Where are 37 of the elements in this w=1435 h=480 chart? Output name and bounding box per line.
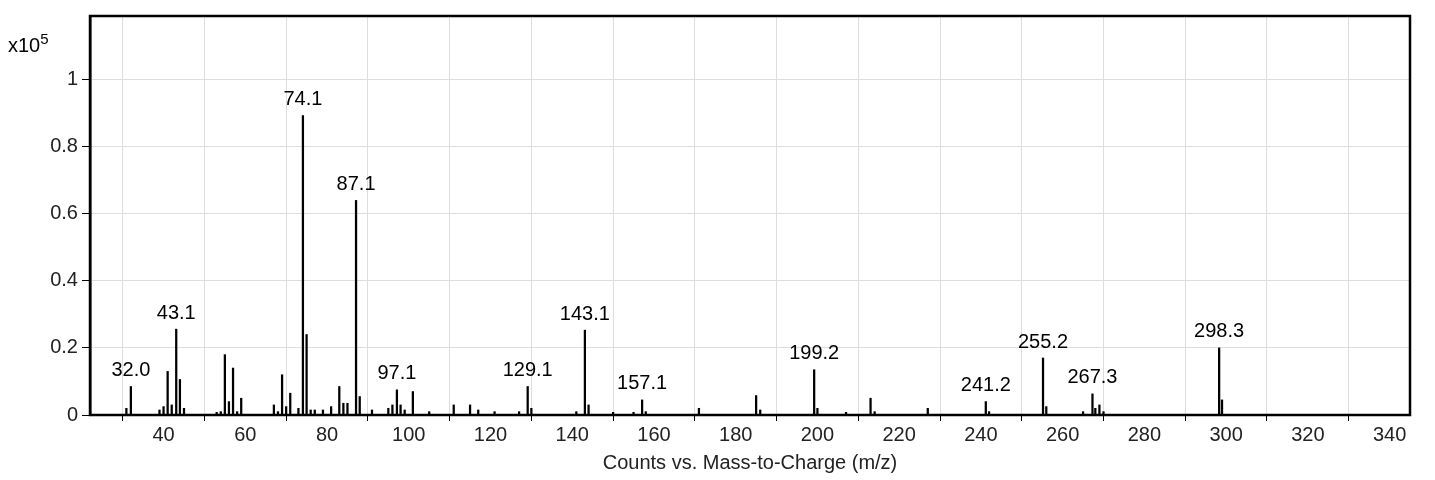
x-tick-label: 220	[882, 422, 916, 445]
annotation: 43.1	[156, 300, 196, 323]
annotation: 74.1	[283, 87, 323, 110]
x-tick-label: 240	[964, 422, 998, 445]
annotation: 97.1	[377, 361, 417, 384]
y-axis-title: x10$^{5}$	[8, 30, 49, 57]
x-tick-label: 340	[1372, 422, 1407, 445]
annotation: 87.1	[336, 171, 376, 194]
annotation: 241.2	[960, 373, 1011, 396]
x-tick-label: 120	[473, 422, 508, 445]
y-tick-label: 0.6	[50, 201, 78, 224]
y-tick-label: 0.8	[50, 134, 78, 157]
annotation: 255.2	[1017, 329, 1069, 352]
x-tick-label: 60	[234, 422, 257, 445]
x-tick-label: 180	[719, 422, 753, 445]
x-tick-label: 160	[637, 422, 671, 445]
annotation: 199.2	[789, 341, 840, 364]
x-tick-label: 200	[800, 422, 835, 445]
annotation: 157.1	[617, 371, 668, 394]
y-tick-label: 0.4	[50, 268, 78, 291]
y-tick-label: 1	[66, 67, 78, 90]
x-tick-label: 40	[152, 422, 175, 445]
annotation: 129.1	[502, 358, 553, 381]
x-tick-label: 80	[315, 422, 339, 445]
y-tick-label: 0.2	[50, 335, 78, 358]
x-tick-label: 300	[1209, 422, 1243, 445]
annotation: 32.0	[111, 358, 151, 381]
y-tick-label: 0	[66, 402, 78, 425]
x-tick-label: 320	[1291, 422, 1325, 445]
x-tick-label: 260	[1045, 422, 1080, 445]
x-tick-label: 140	[555, 422, 589, 445]
x-tick-label: 100	[392, 422, 426, 445]
annotation: 143.1	[559, 301, 610, 324]
annotation: 267.3	[1067, 365, 1118, 388]
x-tick-label: 280	[1127, 422, 1162, 445]
annotation: 298.3	[1194, 319, 1245, 342]
x-axis-title: Counts vs. Mass-to-Charge (m/z)	[602, 450, 898, 473]
